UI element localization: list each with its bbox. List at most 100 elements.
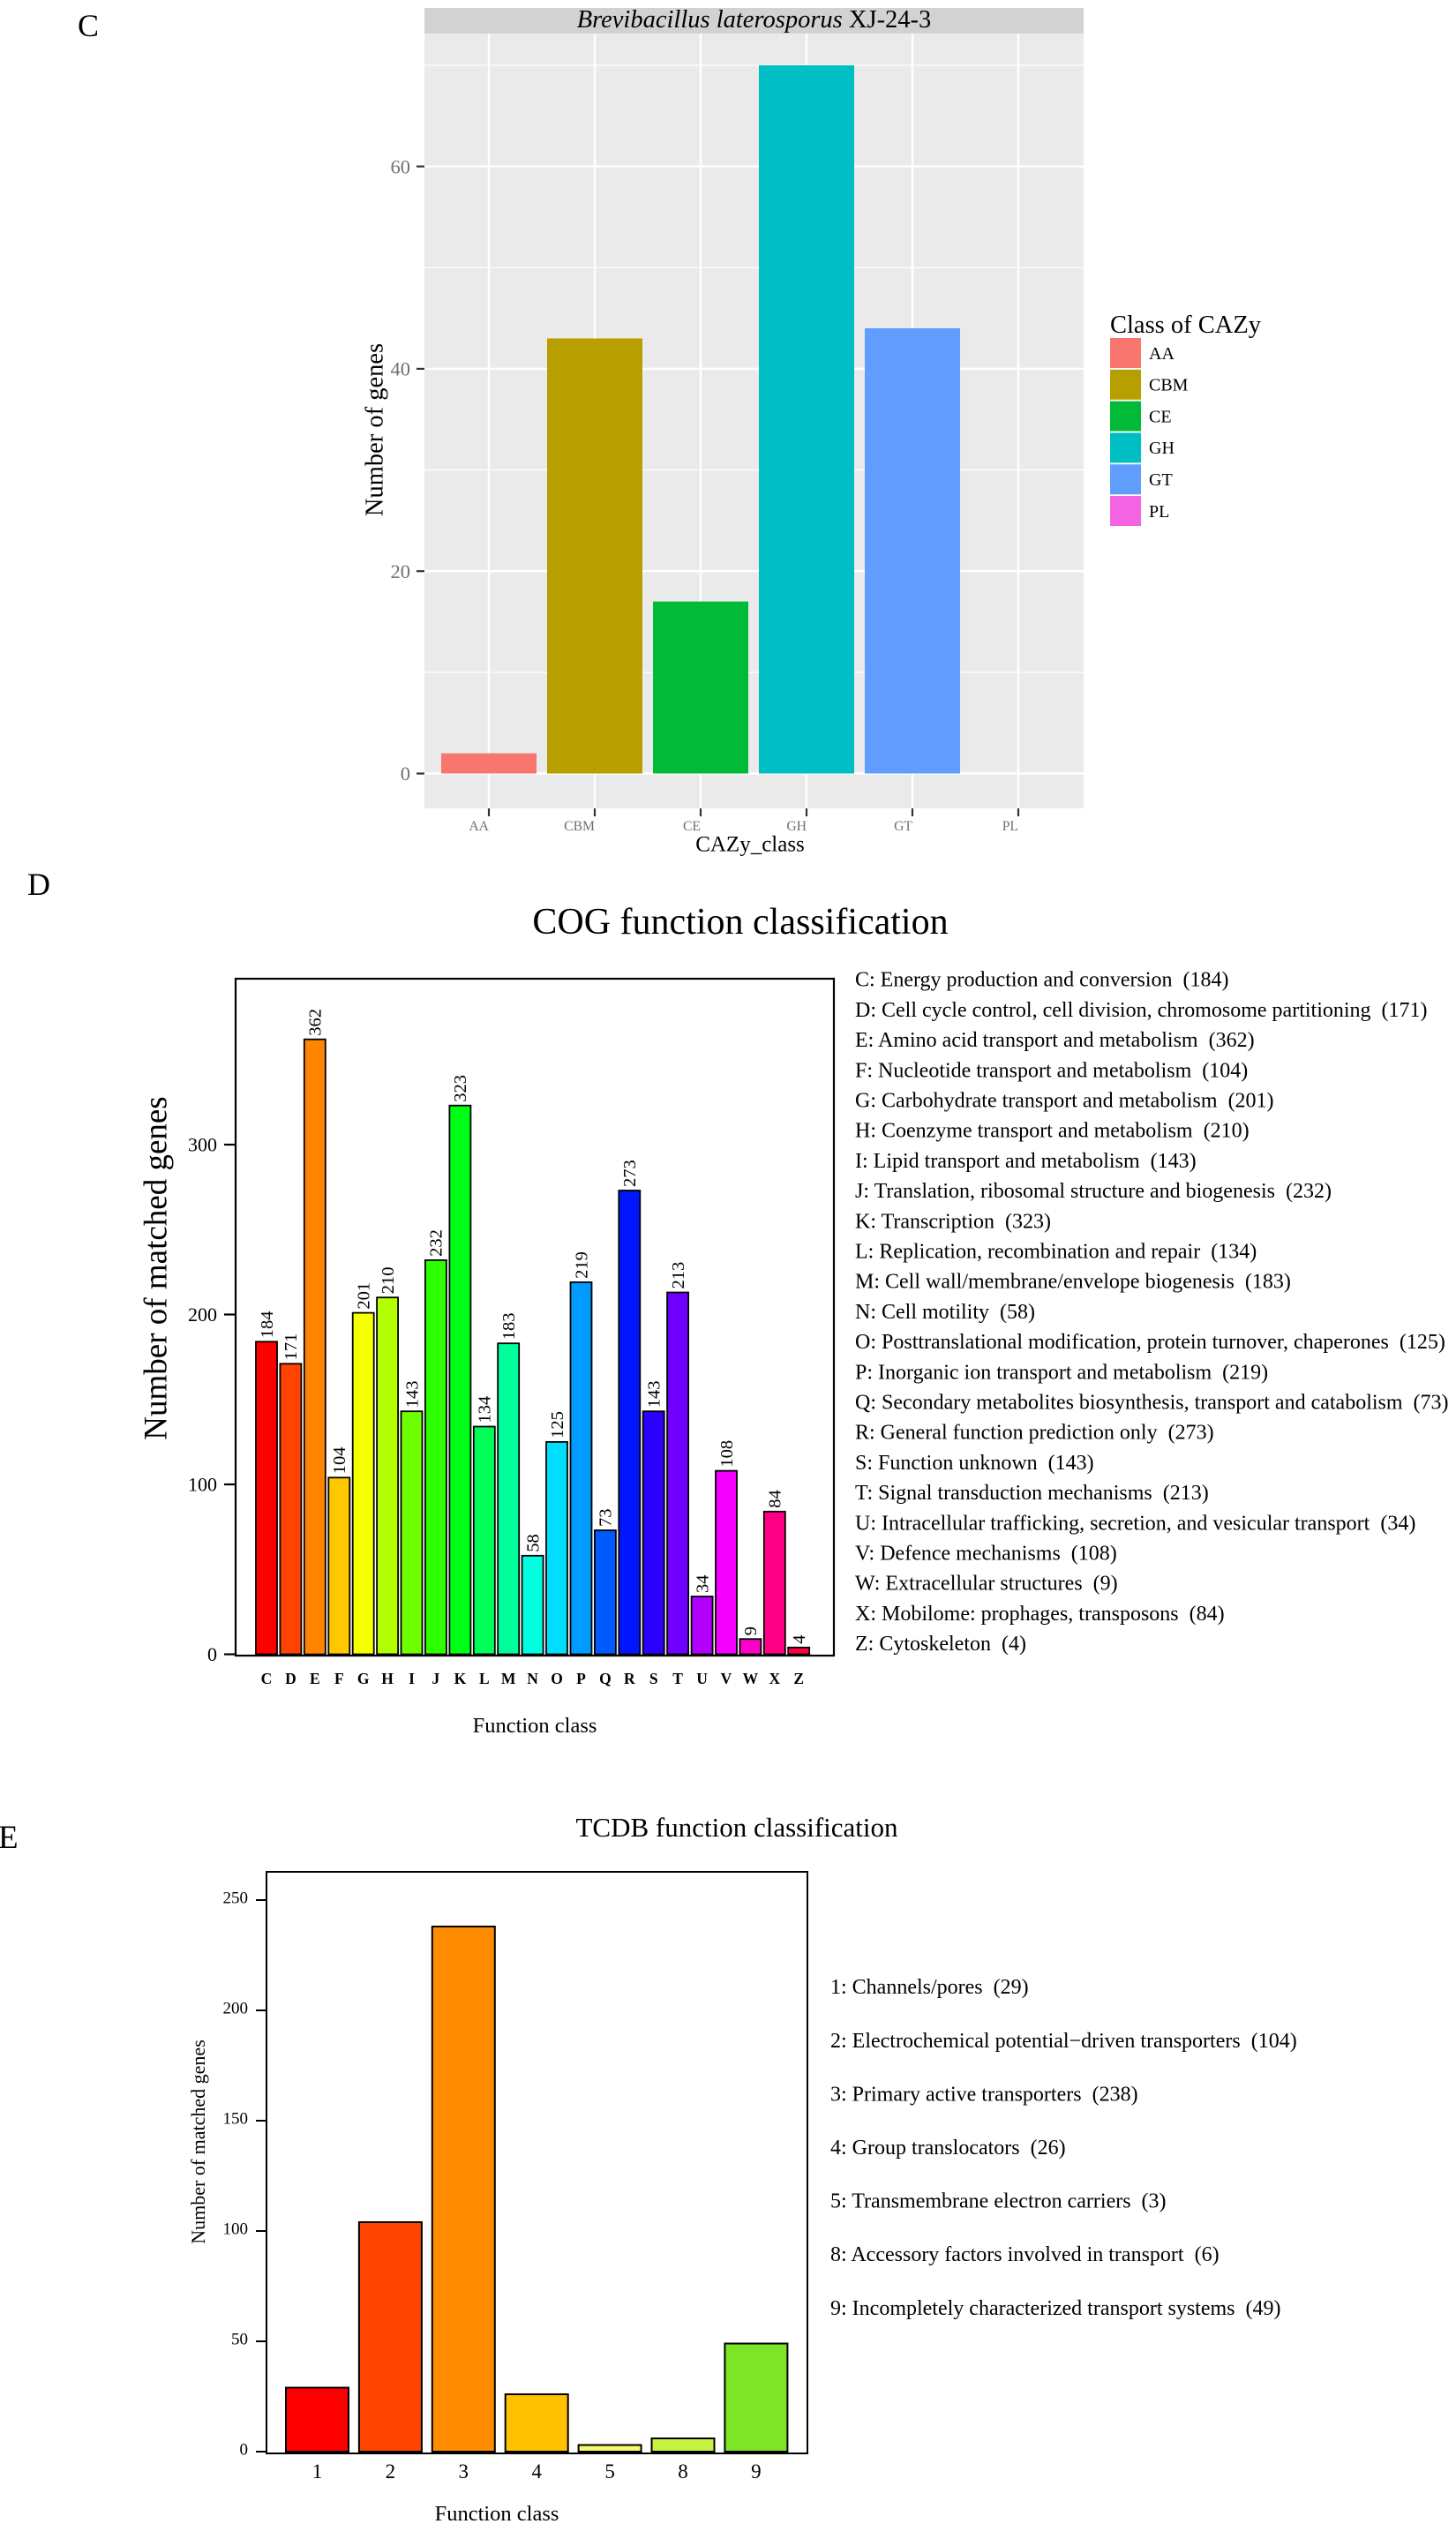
svg-text:F: F <box>334 1670 344 1687</box>
svg-text:PL: PL <box>1002 819 1018 834</box>
svg-text:F: Nucleotide transport and me: F: Nucleotide transport and metabolism (… <box>855 1059 1248 1082</box>
svg-text:Z: Z <box>793 1670 804 1687</box>
svg-text:3: Primary active transporters: 3: Primary active transporters (238) <box>830 2083 1138 2106</box>
svg-text:8: 8 <box>678 2460 688 2483</box>
svg-text:4: Group translocators (26): 4: Group translocators (26) <box>830 2137 1066 2160</box>
svg-text:108: 108 <box>717 1440 737 1468</box>
svg-text:183: 183 <box>499 1312 519 1340</box>
svg-text:W: W <box>743 1670 759 1687</box>
svg-text:5: Transmembrane electron carr: 5: Transmembrane electron carriers (3) <box>830 2190 1167 2213</box>
svg-text:CE: CE <box>1149 407 1172 426</box>
svg-text:D: D <box>285 1670 296 1687</box>
svg-text:M: M <box>501 1670 516 1687</box>
svg-text:213: 213 <box>669 1262 688 1289</box>
svg-text:100: 100 <box>188 1474 217 1496</box>
svg-text:250: 250 <box>223 1889 249 1908</box>
svg-text:GH: GH <box>1149 439 1175 458</box>
svg-text:84: 84 <box>766 1490 785 1508</box>
svg-text:40: 40 <box>391 358 411 380</box>
svg-text:PL: PL <box>1149 502 1169 522</box>
svg-text:D: Cell cycle control, cell di: D: Cell cycle control, cell division, ch… <box>855 999 1428 1022</box>
svg-text:CAZy_class: CAZy_class <box>695 833 805 857</box>
svg-text:273: 273 <box>620 1160 640 1187</box>
svg-text:9: Incompletely characterized: 9: Incompletely characterized transport … <box>830 2297 1280 2320</box>
svg-text:Function class: Function class <box>435 2502 559 2524</box>
svg-text:100: 100 <box>223 2220 249 2239</box>
svg-text:Number of genes: Number of genes <box>362 343 389 516</box>
svg-text:Q: Q <box>599 1670 612 1687</box>
svg-text:4: 4 <box>790 1635 809 1644</box>
svg-text:W: Extracellular structures (: W: Extracellular structures (9) <box>855 1573 1118 1596</box>
svg-text:232: 232 <box>427 1229 447 1257</box>
svg-text:GT: GT <box>1149 470 1173 490</box>
svg-text:150: 150 <box>223 2110 249 2129</box>
svg-text:N: N <box>527 1670 538 1687</box>
svg-text:0: 0 <box>240 2441 249 2460</box>
svg-text:5: 5 <box>604 2460 615 2483</box>
svg-text:T: Signal transduction mechani: T: Signal transduction mechanisms (213) <box>855 1482 1209 1505</box>
svg-text:I: Lipid transport and metabol: I: Lipid transport and metabolism (143) <box>855 1150 1197 1173</box>
svg-text:V: V <box>721 1670 732 1687</box>
svg-text:Brevibacillus laterosporus XJ-: Brevibacillus laterosporus XJ-24-3 <box>577 6 932 34</box>
svg-text:C: C <box>78 8 99 43</box>
svg-text:Q: Secondary metabolites biosy: Q: Secondary metabolites biosynthesis, t… <box>855 1392 1449 1415</box>
svg-text:S: Function unknown (143): S: Function unknown (143) <box>855 1452 1094 1475</box>
svg-text:2: 2 <box>386 2460 396 2483</box>
svg-text:I: I <box>409 1670 415 1687</box>
svg-text:U: Intracellular trafficking,: U: Intracellular trafficking, secretion,… <box>855 1512 1415 1535</box>
svg-text:H: H <box>381 1670 394 1687</box>
svg-text:0: 0 <box>207 1643 217 1665</box>
svg-text:E: Amino acid transport and me: E: Amino acid transport and metabolism (… <box>855 1029 1255 1052</box>
svg-text:300: 300 <box>188 1134 217 1156</box>
svg-text:CE: CE <box>683 819 701 834</box>
svg-text:K: K <box>454 1670 467 1687</box>
svg-text:4: 4 <box>531 2460 542 2483</box>
svg-text:125: 125 <box>548 1411 567 1439</box>
svg-text:0: 0 <box>401 762 410 785</box>
svg-text:50: 50 <box>231 2331 248 2349</box>
svg-text:9: 9 <box>751 2460 762 2483</box>
svg-text:184: 184 <box>258 1311 277 1339</box>
svg-text:GH: GH <box>786 819 807 834</box>
svg-text:171: 171 <box>281 1333 301 1361</box>
svg-text:O: O <box>551 1670 563 1687</box>
svg-text:AA: AA <box>1149 344 1175 364</box>
svg-text:Function class: Function class <box>473 1714 597 1738</box>
svg-text:E: E <box>310 1670 320 1687</box>
svg-text:G: G <box>357 1670 370 1687</box>
svg-text:P: Inorganic ion transport and: P: Inorganic ion transport and metabolis… <box>855 1361 1268 1384</box>
svg-text:T: T <box>672 1670 683 1687</box>
svg-text:134: 134 <box>476 1396 495 1424</box>
svg-text:P: P <box>576 1670 586 1687</box>
svg-text:V: Defence mechanisms (108): V: Defence mechanisms (108) <box>855 1543 1117 1566</box>
svg-text:R: General function prediction: R: General function prediction only (273… <box>855 1422 1214 1445</box>
svg-text:COG function classification: COG function classification <box>532 902 948 943</box>
svg-text:D: D <box>27 867 50 902</box>
svg-text:CBM: CBM <box>1149 376 1189 395</box>
svg-text:20: 20 <box>391 560 411 582</box>
svg-text:219: 219 <box>572 1251 591 1279</box>
svg-text:34: 34 <box>693 1575 712 1594</box>
svg-text:60: 60 <box>391 155 411 177</box>
svg-text:1: Channels/pores (29): 1: Channels/pores (29) <box>830 1976 1029 1999</box>
svg-text:362: 362 <box>306 1009 326 1036</box>
svg-text:Number of matched genes: Number of matched genes <box>139 1096 175 1439</box>
svg-text:GT: GT <box>894 819 912 834</box>
svg-text:58: 58 <box>523 1534 543 1552</box>
svg-text:O: Posttranslational modificat: O: Posttranslational modification, prote… <box>855 1331 1445 1354</box>
svg-text:K: Transcription (323): K: Transcription (323) <box>855 1210 1051 1233</box>
svg-text:8: Accessory factors involved: 8: Accessory factors involved in transpo… <box>830 2243 1220 2266</box>
svg-text:L: Replication, recombination: L: Replication, recombination and repair… <box>855 1241 1257 1264</box>
svg-text:G: Carbohydrate transport and: G: Carbohydrate transport and metabolism… <box>855 1090 1274 1113</box>
svg-text:143: 143 <box>402 1380 422 1408</box>
svg-text:N: Cell motility (58): N: Cell motility (58) <box>855 1301 1035 1324</box>
svg-text:1: 1 <box>312 2460 323 2483</box>
svg-text:E: E <box>0 1820 19 1856</box>
svg-text:143: 143 <box>645 1380 664 1408</box>
svg-text:104: 104 <box>330 1447 349 1475</box>
svg-text:9: 9 <box>741 1626 761 1635</box>
svg-text:J: Translation, ribosomal stru: J: Translation, ribosomal structure and … <box>855 1180 1332 1203</box>
svg-text:U: U <box>696 1670 708 1687</box>
svg-text:323: 323 <box>451 1075 470 1102</box>
svg-text:201: 201 <box>355 1282 374 1310</box>
